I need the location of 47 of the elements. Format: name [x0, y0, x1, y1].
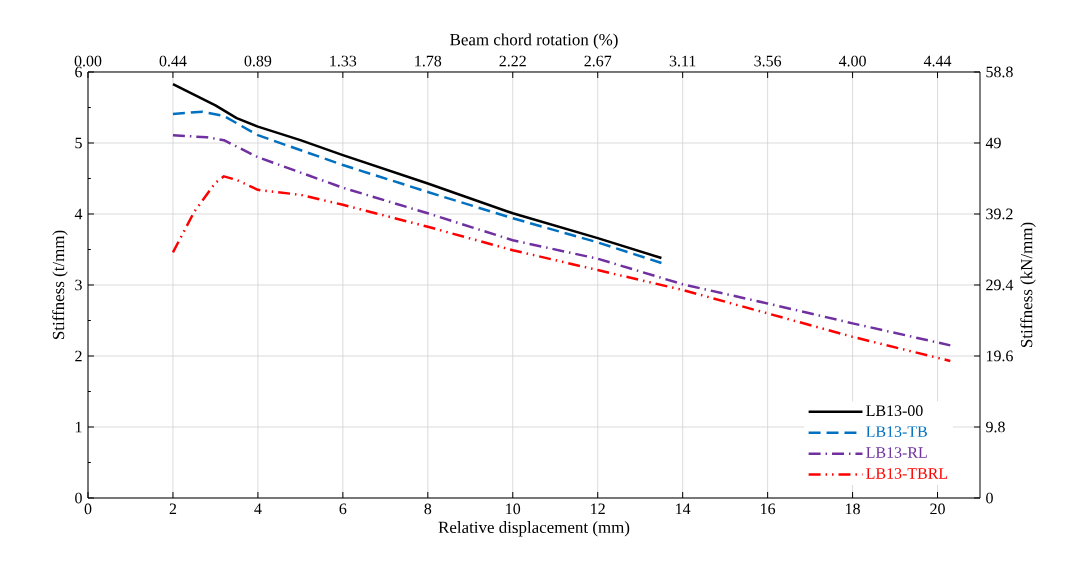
legend-label: LB13-TBRL	[866, 468, 948, 479]
x-tick-label: 0	[84, 503, 92, 515]
x2-axis-title: Beam chord rotation (%)	[450, 33, 618, 49]
x-tick-label: 2	[169, 503, 177, 515]
x-tick-label: 10	[506, 503, 521, 515]
legend-label: LB13-00	[866, 405, 923, 417]
x-tick-label: 14	[676, 503, 691, 515]
x2-tick-label: 4.00	[838, 55, 866, 67]
y-tick-label: 2	[75, 350, 82, 362]
x2-tick-label: 2.67	[584, 55, 612, 67]
x-tick-label: 6	[339, 503, 347, 515]
x-tick-label: 4	[254, 503, 262, 514]
x-axis-title: Relative displacement (mm)	[438, 521, 630, 537]
line-series	[171, 133, 952, 347]
y2-axis-title: Stiffness (kN/mm)	[1020, 222, 1036, 347]
x-tick-label: 20	[930, 503, 945, 515]
line-series	[171, 82, 663, 260]
y-tick-label: 5	[75, 137, 82, 149]
x2-tick-label: 0.00	[74, 55, 102, 67]
x-tick-label: 8	[424, 503, 432, 515]
legend-label: LB13-TB	[866, 426, 927, 437]
y-tick-label: 0	[75, 492, 82, 504]
y-tick-label: 4	[74, 208, 83, 220]
legend-label: LB13-RL	[866, 447, 927, 458]
y-axis-title: Stiffness (t/mm)	[52, 230, 68, 339]
x2-tick-label: 0.89	[244, 55, 272, 67]
x-tick-label: 18	[846, 503, 860, 515]
y-tick-label: 1	[75, 421, 82, 433]
x2-tick-label: 2.22	[499, 55, 526, 67]
y2-tick-label: 58.8	[986, 66, 1013, 78]
y-tick-label: 6	[75, 66, 83, 78]
x2-tick-label: 4.44	[923, 55, 952, 67]
line-series	[171, 110, 663, 265]
x2-tick-label: 0.44	[159, 55, 187, 67]
y2-tick-label: 19.6	[986, 350, 1013, 362]
y2-tick-label: 39.2	[986, 208, 1013, 220]
x-tick-label: 16	[761, 503, 776, 515]
y2-tick-label: 29.4	[986, 279, 1014, 291]
y2-tick-label: 9.8	[986, 421, 1005, 433]
y-tick-label: 3	[75, 279, 82, 291]
x2-tick-label: 3.56	[754, 55, 782, 67]
x2-tick-label: 1.78	[415, 55, 442, 67]
y2-tick-label: 0	[986, 492, 993, 504]
x2-tick-label: 1.33	[330, 55, 357, 67]
x2-tick-label: 3.11	[669, 55, 696, 67]
x-tick-label: 12	[591, 503, 605, 515]
y2-tick-label: 49	[985, 137, 1001, 149]
